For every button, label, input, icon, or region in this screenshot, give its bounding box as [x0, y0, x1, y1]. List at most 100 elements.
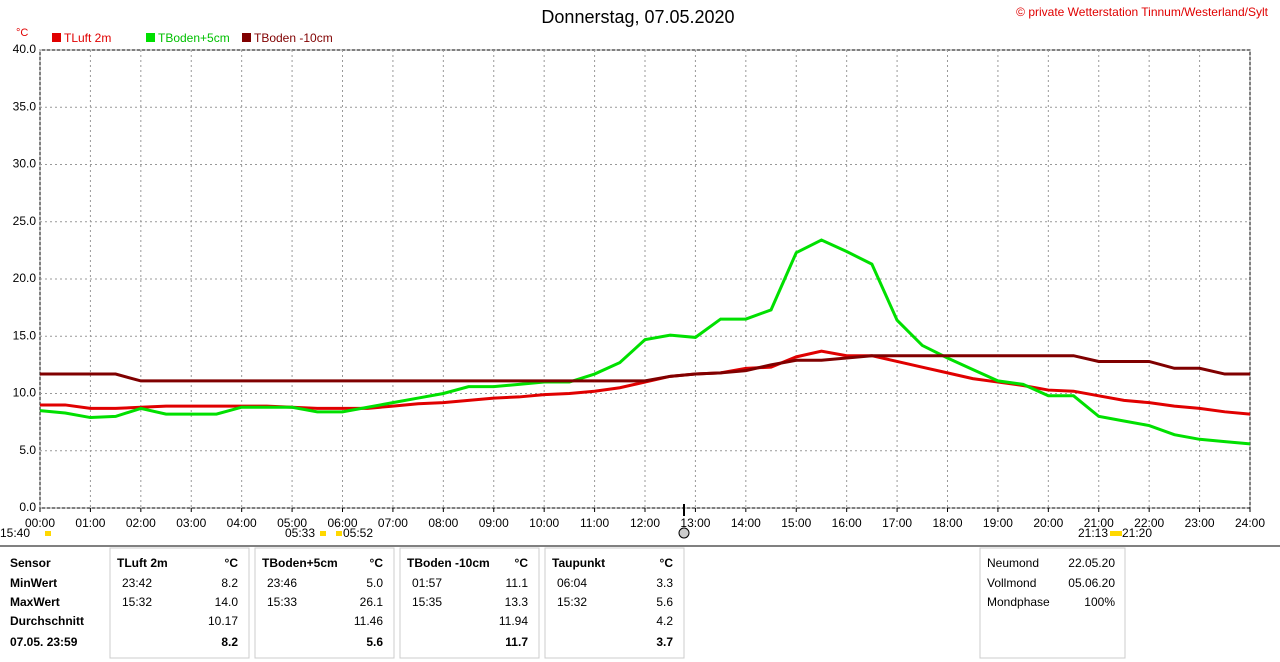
moon-box	[979, 547, 1126, 659]
moon-value: 05.06.20	[1068, 576, 1115, 590]
sun-marker	[1110, 531, 1116, 536]
x-tick-label: 18:00	[932, 516, 962, 530]
chart-title: Donnerstag, 07.05.2020	[541, 7, 734, 27]
x-tick-label: 07:00	[378, 516, 408, 530]
series-line	[40, 354, 1250, 383]
row-label: Durchschnitt	[10, 614, 84, 628]
group-box	[109, 547, 250, 659]
y-tick-label: 25.0	[13, 214, 37, 228]
credit: © private Wetterstation Tinnum/Westerlan…	[1016, 5, 1269, 19]
x-tick-label: 19:00	[983, 516, 1013, 530]
moon-label: Vollmond	[987, 576, 1036, 590]
cell-time: 15:32	[557, 595, 587, 609]
x-tick-label: 15:00	[781, 516, 811, 530]
cell-value: 14.0	[215, 595, 239, 609]
cell-time: 15:33	[267, 595, 297, 609]
group-unit: °C	[370, 556, 384, 570]
row-label: 07.05. 23:59	[10, 635, 78, 649]
moon-label: Mondphase	[987, 595, 1050, 609]
x-tick-label: 11:00	[580, 516, 609, 530]
legend-swatch	[242, 33, 251, 42]
moon-value: 22.05.20	[1068, 556, 1115, 570]
y-tick-label: 30.0	[13, 157, 37, 171]
cell-value: 5.6	[366, 635, 383, 649]
x-tick-label: 13:00	[680, 516, 710, 530]
legend-label: TLuft 2m	[64, 31, 111, 45]
x-tick-label: 09:00	[479, 516, 509, 530]
x-tick-label: 01:00	[75, 516, 105, 530]
x-tick-label: 05:00	[277, 516, 307, 530]
x-tick-label: 17:00	[882, 516, 912, 530]
series-line	[39, 238, 1251, 446]
legend-swatch	[52, 33, 61, 42]
group-unit: °C	[660, 556, 674, 570]
cell-value: 11.1	[506, 576, 529, 590]
group-box	[254, 547, 395, 659]
cell-value: 11.7	[505, 635, 528, 649]
legend-label: TBoden -10cm	[254, 31, 333, 45]
group-box	[544, 547, 685, 659]
cell-value: 5.0	[366, 576, 383, 590]
legend-swatch	[146, 33, 155, 42]
x-tick-label: 24:00	[1235, 516, 1265, 530]
cell-time: 23:46	[267, 576, 297, 590]
x-tick-label: 22:00	[1134, 516, 1164, 530]
cell-value: 3.7	[656, 635, 673, 649]
cell-time: 06:04	[557, 576, 587, 590]
group-unit: °C	[515, 556, 529, 570]
sun-time: 15:40	[0, 526, 30, 540]
sun-marker	[45, 531, 51, 536]
cell-value: 8.2	[221, 635, 238, 649]
sun-time: 05:33	[285, 526, 315, 540]
cell-time: 01:57	[412, 576, 442, 590]
y-unit: °C	[16, 27, 28, 39]
now-marker	[678, 527, 690, 539]
cell-value: 8.2	[221, 576, 238, 590]
y-tick-label: 20.0	[13, 271, 37, 285]
x-tick-label: 02:00	[126, 516, 156, 530]
cell-time: 15:35	[412, 595, 442, 609]
x-tick-label: 03:00	[176, 516, 206, 530]
group-name: TBoden+5cm	[262, 556, 338, 570]
cell-value: 4.2	[656, 614, 673, 628]
x-tick-label: 08:00	[428, 516, 458, 530]
sun-time: 21:13	[1078, 526, 1108, 540]
cell-value: 10.17	[208, 614, 238, 628]
row-label: Sensor	[10, 556, 51, 570]
x-tick-label: 06:00	[327, 516, 357, 530]
y-tick-label: 40.0	[13, 42, 37, 56]
group-name: TBoden -10cm	[407, 556, 490, 570]
sun-time: 05:52	[343, 526, 373, 540]
legend-label: TBoden+5cm	[158, 31, 230, 45]
y-tick-label: 15.0	[13, 328, 37, 342]
row-label: MaxWert	[10, 595, 60, 609]
x-tick-label: 16:00	[832, 516, 862, 530]
sun-marker	[1116, 531, 1122, 536]
x-tick-label: 00:00	[25, 516, 55, 530]
cell-value: 26.1	[360, 595, 384, 609]
cell-time: 15:32	[122, 595, 152, 609]
moon-label: Neumond	[987, 556, 1039, 570]
y-tick-label: 0.0	[19, 500, 36, 514]
y-tick-label: 5.0	[19, 443, 36, 457]
cell-value: 11.46	[354, 614, 383, 628]
sun-marker	[320, 531, 326, 536]
x-tick-label: 23:00	[1185, 516, 1215, 530]
y-tick-label: 10.0	[13, 386, 37, 400]
cell-value: 11.94	[499, 614, 528, 628]
x-tick-label: 10:00	[529, 516, 559, 530]
group-box	[399, 547, 540, 659]
x-tick-label: 12:00	[630, 516, 660, 530]
group-unit: °C	[225, 556, 239, 570]
sun-time: 21:20	[1122, 526, 1152, 540]
x-tick-label: 04:00	[227, 516, 257, 530]
moon-value: 100%	[1084, 595, 1115, 609]
y-tick-label: 35.0	[13, 99, 37, 113]
cell-value: 13.3	[505, 595, 529, 609]
row-label: MinWert	[10, 576, 57, 590]
x-tick-label: 21:00	[1084, 516, 1114, 530]
sun-marker	[336, 531, 342, 536]
cell-value: 3.3	[656, 576, 673, 590]
